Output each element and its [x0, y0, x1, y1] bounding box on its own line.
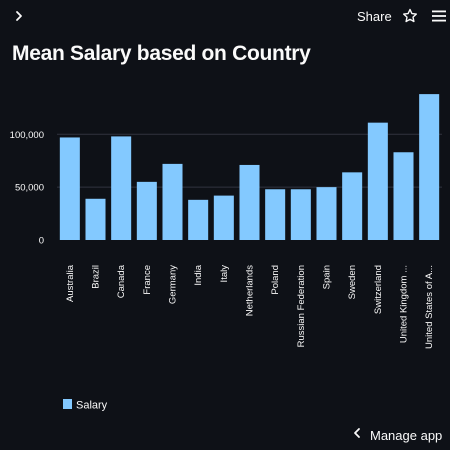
manage-app-label: Manage app — [370, 427, 443, 443]
y-tick-label: 0 — [39, 236, 44, 247]
x-tick-label: Australia — [65, 264, 76, 302]
x-tick-label: Germany — [168, 265, 179, 304]
hamburger-menu-icon[interactable] — [430, 7, 448, 25]
x-tick-label: Italy — [219, 265, 230, 283]
bar — [342, 172, 363, 240]
bar — [316, 187, 337, 240]
legend-label: Salary — [76, 400, 108, 412]
page-title: Mean Salary based on Country — [12, 42, 311, 65]
manage-app-button[interactable]: Manage app — [352, 425, 442, 445]
top-bar: Share — [0, 0, 450, 34]
bar — [213, 195, 234, 240]
bar — [265, 189, 286, 240]
bar — [162, 163, 183, 240]
bar — [239, 164, 260, 240]
x-tick-label: Netherlands — [245, 265, 256, 316]
y-tick-label: 100,000 — [10, 130, 44, 141]
x-tick-label: France — [142, 265, 153, 295]
bar — [111, 136, 132, 240]
bar — [419, 94, 440, 240]
x-tick-label: Russian Federation — [296, 265, 307, 347]
bar — [85, 198, 106, 240]
share-button[interactable]: Share — [357, 9, 392, 24]
bar — [393, 152, 414, 240]
salary-bar-chart: 0 50,000 100,000 Australia Brazil Canada Franc… — [0, 80, 450, 420]
x-tick-label: Poland — [270, 265, 281, 295]
bar — [188, 199, 209, 240]
x-tick-label: Brazil — [91, 265, 102, 289]
bar — [136, 181, 157, 240]
chevron-right-icon[interactable] — [10, 7, 28, 25]
x-tick-label: Canada — [116, 264, 127, 298]
x-tick-label: Switzerland — [373, 265, 384, 314]
bar — [59, 137, 80, 240]
x-tick-label: Sweden — [347, 265, 358, 299]
chart-svg: 0 50,000 100,000 Australia Brazil Canada Franc… — [10, 94, 442, 412]
bar — [367, 122, 388, 240]
bar — [290, 189, 311, 240]
star-icon[interactable] — [401, 7, 419, 25]
x-tick-label: India — [193, 264, 204, 285]
chevron-left-icon — [352, 426, 362, 444]
x-tick-label: United Kingdom ... — [399, 265, 410, 343]
legend-swatch — [63, 399, 72, 409]
x-tick-label: United States of A... — [424, 265, 435, 349]
y-tick-label: 50,000 — [15, 183, 44, 194]
x-tick-label: Spain — [322, 265, 333, 289]
